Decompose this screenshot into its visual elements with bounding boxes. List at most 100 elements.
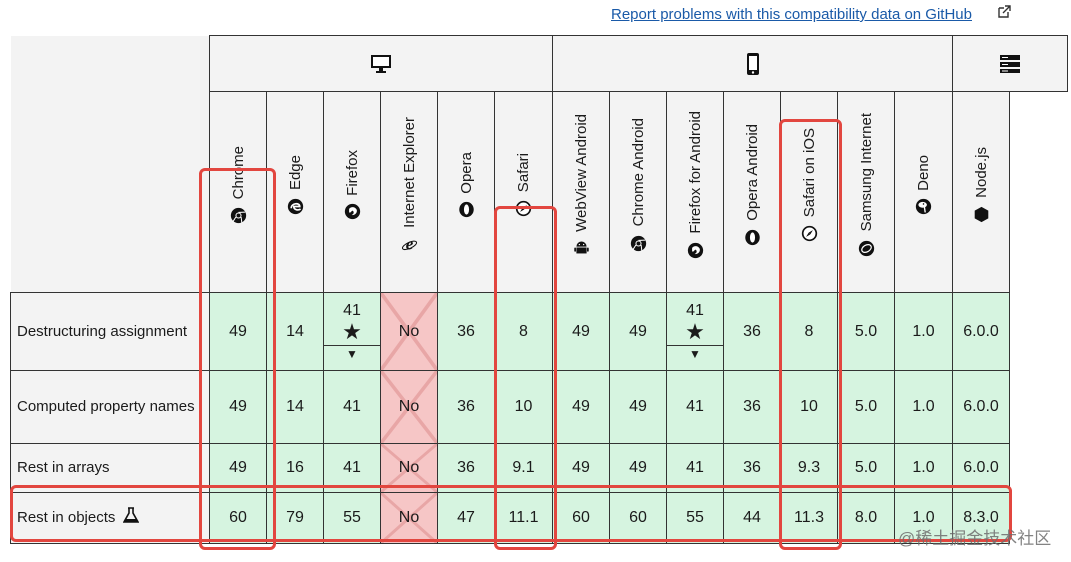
support-value: No: [398, 509, 420, 526]
support-cell[interactable]: 44: [723, 492, 781, 544]
support-cell[interactable]: 47: [437, 492, 495, 544]
support-cell[interactable]: 6.0.0: [952, 370, 1010, 444]
support-cell[interactable]: 14: [266, 370, 324, 444]
support-cell[interactable]: 41 ★ ▼: [666, 292, 724, 371]
browser-name: Node.js: [972, 147, 990, 198]
browser-name: Firefox for Android: [686, 111, 704, 234]
feature-name[interactable]: Destructuring assignment: [10, 292, 210, 371]
feature-name[interactable]: Rest in objects: [10, 492, 210, 544]
support-cell[interactable]: 5.0: [837, 370, 895, 444]
divider: [324, 345, 380, 346]
feature-label: Rest in objects: [17, 509, 116, 526]
support-value: No: [398, 322, 420, 340]
support-cell[interactable]: 11.3: [780, 492, 838, 544]
support-cell[interactable]: 49: [209, 370, 267, 444]
support-cell[interactable]: 36: [437, 292, 495, 371]
support-cell[interactable]: 1.0: [894, 492, 953, 544]
browser-header: Safari: [494, 91, 553, 293]
support-value: 41: [343, 459, 361, 476]
report-problems-link[interactable]: Report problems with this compatibility …: [611, 6, 972, 23]
support-cell[interactable]: 6.0.0: [952, 443, 1010, 493]
support-cell[interactable]: 41: [323, 443, 381, 493]
support-value: 11.1: [508, 509, 539, 526]
support-value: 60: [229, 509, 247, 526]
support-cell[interactable]: 9.3: [780, 443, 838, 493]
support-cell[interactable]: 49: [552, 292, 610, 371]
support-cell[interactable]: 79: [266, 492, 324, 544]
support-cell[interactable]: 1.0: [894, 443, 953, 493]
support-cell[interactable]: 36: [437, 370, 495, 444]
support-cell[interactable]: 36: [437, 443, 495, 493]
browser-name: Firefox: [343, 149, 361, 196]
support-cell[interactable]: 5.0: [837, 292, 895, 371]
support-cell[interactable]: 55: [666, 492, 724, 544]
support-cell[interactable]: 5.0: [837, 443, 895, 493]
support-cell-no[interactable]: No: [380, 292, 438, 371]
feature-name[interactable]: Rest in arrays: [10, 443, 210, 493]
support-cell[interactable]: 8: [780, 292, 838, 371]
browser-header: Chrome Android: [609, 91, 667, 293]
support-cell[interactable]: 60: [552, 492, 610, 544]
ie-icon: e: [381, 236, 437, 253]
support-value: 49: [572, 322, 590, 340]
support-value: 36: [457, 459, 475, 476]
support-value: 14: [286, 322, 304, 340]
feature-name[interactable]: Computed property names: [10, 370, 210, 444]
support-cell[interactable]: 49: [552, 443, 610, 493]
samsung-icon: [838, 240, 894, 257]
android-icon: [553, 239, 609, 256]
browser-name: Opera Android: [743, 124, 761, 221]
support-cell-no[interactable]: No: [380, 370, 438, 444]
support-cell[interactable]: 10: [494, 370, 553, 444]
support-cell[interactable]: 14: [266, 292, 324, 371]
support-value: No: [398, 398, 420, 415]
support-cell[interactable]: 11.1: [494, 492, 553, 544]
support-cell[interactable]: 41: [666, 443, 724, 493]
support-cell[interactable]: 6.0.0: [952, 292, 1010, 371]
expand-triangle-icon[interactable]: ▼: [689, 347, 701, 361]
support-value: 1.0: [912, 322, 935, 340]
support-cell[interactable]: 16: [266, 443, 324, 493]
support-value: 16: [286, 459, 304, 476]
feature-label: Destructuring assignment: [17, 322, 188, 340]
support-value: 41: [686, 398, 704, 415]
support-cell[interactable]: 36: [723, 443, 781, 493]
support-cell-no[interactable]: No: [380, 492, 438, 544]
support-value: 47: [457, 509, 475, 526]
support-cell[interactable]: 8: [494, 292, 553, 371]
platform-group-row: [10, 35, 1068, 293]
browser-name: Chrome: [229, 145, 247, 200]
support-cell-no[interactable]: No: [380, 443, 438, 493]
browser-header: Samsung Internet: [837, 91, 895, 293]
support-cell[interactable]: 49: [609, 443, 667, 493]
support-cell[interactable]: 60: [209, 492, 267, 544]
support-cell[interactable]: 49: [209, 443, 267, 493]
support-cell[interactable]: 36: [723, 370, 781, 444]
chrome-icon: [210, 207, 266, 224]
feature-label: Rest in arrays: [17, 459, 110, 476]
browser-name: WebView Android: [572, 113, 590, 232]
support-cell[interactable]: 1.0: [894, 370, 953, 444]
support-cell[interactable]: 9.1: [494, 443, 553, 493]
support-cell[interactable]: 49: [609, 370, 667, 444]
support-cell[interactable]: 8.3.0: [952, 492, 1010, 544]
support-cell[interactable]: 49: [609, 292, 667, 371]
support-value: 36: [743, 398, 761, 415]
support-cell[interactable]: 1.0: [894, 292, 953, 371]
support-cell[interactable]: 8.0: [837, 492, 895, 544]
support-cell[interactable]: 36: [723, 292, 781, 371]
support-cell[interactable]: 49: [552, 370, 610, 444]
support-value: 49: [229, 398, 247, 415]
support-cell[interactable]: 10: [780, 370, 838, 444]
support-cell[interactable]: 41: [666, 370, 724, 444]
support-value: 1.0: [912, 509, 935, 526]
support-cell[interactable]: 49: [209, 292, 267, 371]
support-cell[interactable]: 60: [609, 492, 667, 544]
support-cell[interactable]: 41 ★ ▼: [323, 292, 381, 371]
support-cell[interactable]: 41: [323, 370, 381, 444]
support-cell[interactable]: 55: [323, 492, 381, 544]
opera-icon: [724, 229, 780, 246]
feature-row: Computed property names 49 14 41 No 36 10 49 49 4…: [10, 370, 1068, 444]
browser-name: Deno: [915, 154, 932, 191]
expand-triangle-icon[interactable]: ▼: [346, 347, 358, 361]
